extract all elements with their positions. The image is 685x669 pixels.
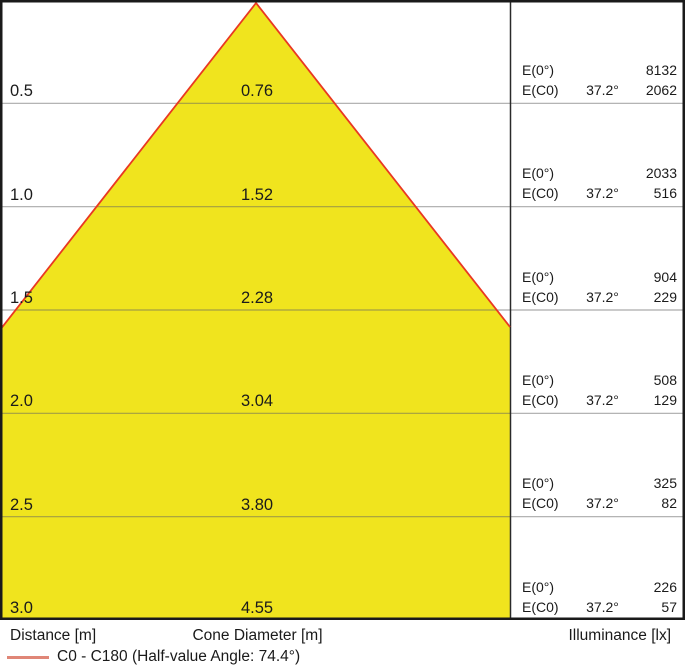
e0-value: 325 (653, 475, 677, 491)
e0-label: E(0°) (522, 579, 555, 595)
e0-label: E(0°) (522, 475, 555, 491)
e0-value: 226 (653, 579, 677, 595)
e0-row: E(0°) 508 (511, 371, 685, 391)
ec0-row: E(C0) 37.2° 82 (511, 494, 685, 514)
e0-label: E(0°) (522, 269, 555, 285)
e0-value: 508 (653, 372, 677, 388)
cone-diameter-label: 3.80 (240, 496, 274, 514)
spacer (586, 474, 619, 494)
ec0-row: E(C0) 37.2° 229 (511, 288, 685, 308)
illuminance-block: E(0°) 226 E(C0) 37.2° 57 (511, 578, 685, 617)
ec0-row: E(C0) 37.2° 2062 (511, 81, 685, 101)
beam-angle-value: 37.2° (586, 598, 619, 615)
ec0-label: E(C0) (522, 288, 559, 305)
ec0-row: E(C0) 37.2° 516 (511, 184, 685, 204)
beam-angle-value: 37.2° (586, 288, 619, 305)
ec0-value: 2062 (645, 81, 677, 98)
ec0-value: 57 (661, 598, 677, 615)
cone-chart-canvas (0, 0, 685, 620)
legend: C0 - C180 (Half-value Angle: 74.4°) (0, 645, 685, 669)
beam-angle-value: 37.2° (586, 81, 619, 98)
beam-angle-value: 37.2° (586, 184, 619, 201)
e0-label: E(0°) (522, 62, 555, 78)
ec0-row: E(C0) 37.2° 129 (511, 391, 685, 411)
x-axis-label-cone-diameter: Cone Diameter [m] (192, 627, 323, 644)
cone-fill-shape (0, 3, 510, 620)
cone-diameter-label: 3.04 (240, 392, 274, 410)
e0-row: E(0°) 2033 (511, 164, 685, 184)
ec0-label: E(C0) (522, 184, 559, 201)
x-axis-label-distance: Distance [m] (10, 627, 97, 644)
cone-diameter-label: 2.28 (240, 289, 274, 307)
beam-angle-value: 37.2° (586, 494, 619, 511)
illuminance-block: E(0°) 904 E(C0) 37.2° 229 (511, 268, 685, 307)
cone-diameter-label: 0.76 (240, 82, 274, 100)
ec0-label: E(C0) (522, 81, 559, 98)
distance-label: 3.0 (10, 599, 33, 617)
legend-label: C0 - C180 (Half-value Angle: 74.4°) (57, 648, 301, 665)
cone-diameter-label: 4.55 (240, 599, 274, 617)
e0-row: E(0°) 325 (511, 474, 685, 494)
distance-label: 2.5 (10, 496, 33, 514)
e0-label: E(0°) (522, 372, 555, 388)
ec0-label: E(C0) (522, 598, 559, 615)
beam-angle-value: 37.2° (586, 391, 619, 408)
spacer (586, 371, 619, 391)
distance-label: 0.5 (10, 82, 33, 100)
distance-label: 1.5 (10, 289, 33, 307)
distance-label: 2.0 (10, 392, 33, 410)
spacer (586, 578, 619, 598)
gridlines (0, 102, 685, 518)
e0-value: 8132 (645, 62, 677, 78)
legend-line-swatch (7, 656, 49, 659)
ec0-value: 516 (653, 184, 677, 201)
illuminance-block: E(0°) 2033 E(C0) 37.2° 516 (511, 164, 685, 203)
spacer (586, 61, 619, 81)
chart-border (0, 0, 685, 620)
e0-label: E(0°) (522, 165, 555, 181)
legend-line-color (7, 656, 49, 659)
e0-row: E(0°) 226 (511, 578, 685, 598)
illuminance-block: E(0°) 508 E(C0) 37.2° 129 (511, 371, 685, 410)
spacer (586, 268, 619, 288)
x-axis-label-illuminance: Illuminance [lx] (568, 627, 671, 644)
axis-caption-row: Distance [m] Cone Diameter [m] Illuminan… (0, 625, 685, 647)
e0-row: E(0°) 904 (511, 268, 685, 288)
ec0-row: E(C0) 37.2° 57 (511, 598, 685, 618)
illuminance-block: E(0°) 325 E(C0) 37.2° 82 (511, 474, 685, 513)
ec0-label: E(C0) (522, 494, 559, 511)
ec0-value: 82 (661, 494, 677, 511)
ec0-value: 129 (653, 391, 677, 408)
distance-label: 1.0 (10, 186, 33, 204)
spacer (586, 164, 619, 184)
e0-value: 904 (653, 269, 677, 285)
cone-diameter-label: 1.52 (240, 186, 274, 204)
cone-edge-line (0, 1, 511, 331)
e0-row: E(0°) 8132 (511, 61, 685, 81)
e0-value: 2033 (645, 165, 677, 181)
ec0-value: 229 (653, 288, 677, 305)
cone-chart-area: 0.5 1.0 1.5 2.0 2.5 3.0 0.76 1.52 2.28 3… (0, 0, 685, 620)
illuminance-block: E(0°) 8132 E(C0) 37.2° 2062 (511, 61, 685, 100)
ec0-label: E(C0) (522, 391, 559, 408)
